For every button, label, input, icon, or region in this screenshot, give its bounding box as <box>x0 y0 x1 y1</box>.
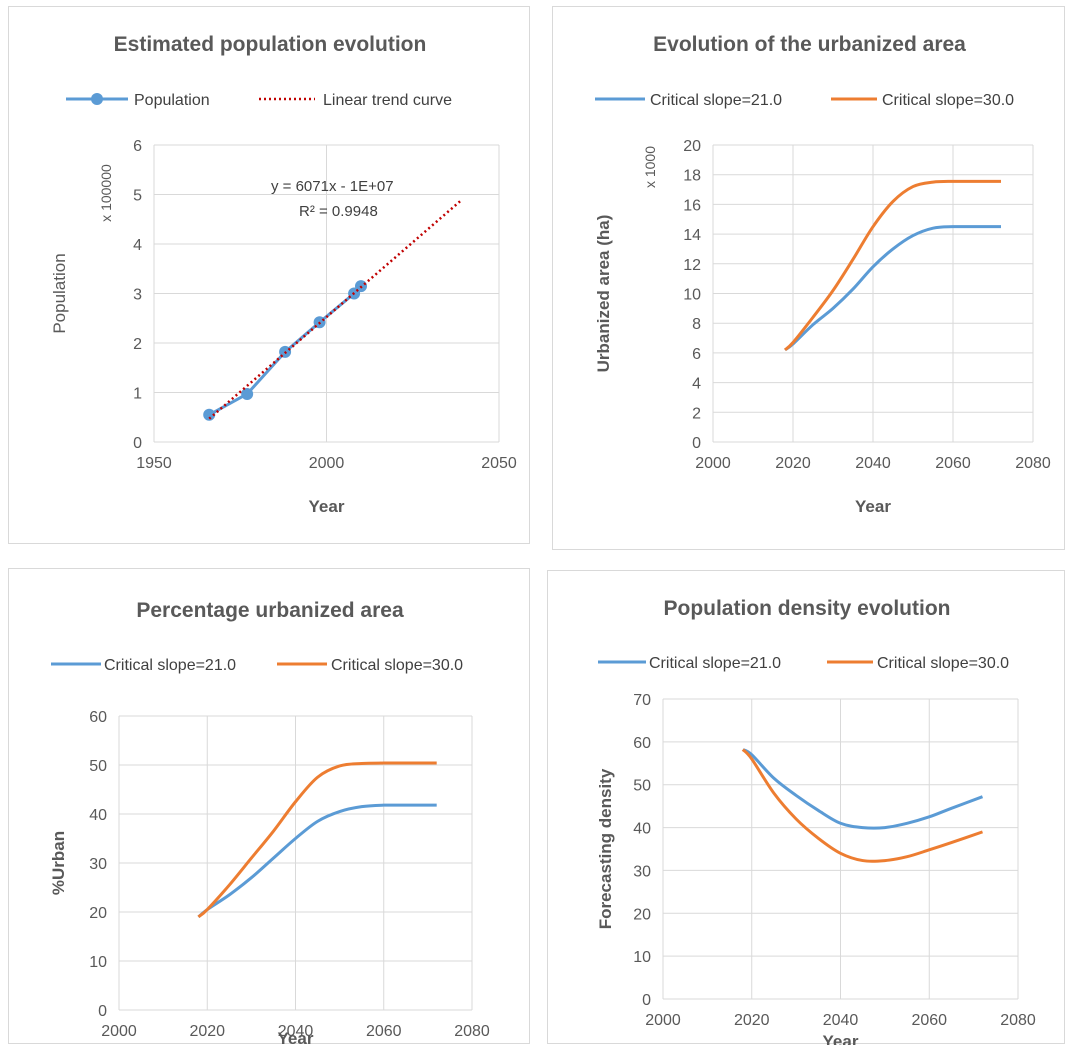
chart-title: Population density evolution <box>663 597 950 620</box>
legend-label: Critical slope=30.0 <box>331 657 463 674</box>
chart-panel-percentage-urban: Percentage urbanized area 2000 2020 2040 206… <box>8 568 530 1045</box>
y-axis-multiplier: x 1000 <box>642 146 658 188</box>
x-tick-label: 2020 <box>734 1012 770 1029</box>
legend-label: Critical slope=21.0 <box>650 92 782 109</box>
chart-title: Percentage urbanized area <box>136 599 404 622</box>
x-tick-label: 2000 <box>645 1012 681 1029</box>
y-tick-label: 0 <box>642 992 651 1009</box>
x-tick-label: 2000 <box>101 1023 137 1040</box>
y-axis-multiplier: x 100000 <box>98 164 114 222</box>
x-tick-label: 1950 <box>136 455 172 472</box>
y-tick-label: 60 <box>89 709 107 726</box>
y-axis-title: Urbanized area (ha) <box>594 215 613 373</box>
series-line-critical-slope-30-0 <box>741 748 983 863</box>
y-tick-label: 40 <box>89 807 107 824</box>
y-tick-label: 2 <box>692 405 701 422</box>
y-tick-label: 16 <box>683 197 701 214</box>
y-tick-label: 50 <box>633 778 651 795</box>
series-line-critical-slope-21-0 <box>742 748 984 830</box>
x-tick-label: 2050 <box>481 455 517 472</box>
y-tick-label: 18 <box>683 168 701 185</box>
x-tick-label: 2000 <box>695 455 731 472</box>
chart-panel-population: Estimated population evolution 1950 2000 20… <box>8 6 530 544</box>
legend-marker <box>91 93 103 105</box>
y-tick-label: 20 <box>633 906 651 923</box>
legend-label: Critical slope=21.0 <box>104 657 236 674</box>
series-line-critical-slope-21-0 <box>784 225 1001 352</box>
chart-panel-density: Population density evolution 2000 2020 2040… <box>547 570 1065 1045</box>
chart-title: Evolution of the urbanized area <box>653 33 966 56</box>
data-point-marker <box>203 408 216 421</box>
x-tick-label: 2020 <box>775 455 811 472</box>
x-tick-label: 2080 <box>1000 1012 1036 1029</box>
legend-label: Critical slope=30.0 <box>877 655 1009 672</box>
y-tick-label: 20 <box>89 905 107 922</box>
legend-label: Population <box>134 92 210 109</box>
series-line-critical-slope-21-0 <box>197 803 437 919</box>
y-tick-label: 4 <box>133 237 142 254</box>
legend-label: Linear trend curve <box>323 92 452 109</box>
y-tick-label: 1 <box>133 386 142 403</box>
y-tick-label: 0 <box>133 435 142 452</box>
y-tick-label: 10 <box>683 287 701 304</box>
y-tick-label: 70 <box>633 692 651 709</box>
y-tick-label: 30 <box>633 863 651 880</box>
y-tick-label: 50 <box>89 758 107 775</box>
data-point-marker <box>241 387 254 400</box>
x-axis-title: Year <box>823 1032 859 1045</box>
y-tick-label: 8 <box>692 316 701 333</box>
x-axis-title: Year <box>309 497 345 516</box>
y-axis-title: %Urban <box>49 831 68 895</box>
y-tick-label: 6 <box>133 138 142 155</box>
y-tick-label: 2 <box>133 336 142 353</box>
series-line-critical-slope-30-0 <box>783 179 1001 352</box>
x-axis-title: Year <box>278 1029 314 1045</box>
chart-panel-urbanized-area: Evolution of the urbanized area 2000 2020 2… <box>552 6 1065 550</box>
y-tick-label: 10 <box>633 949 651 966</box>
y-tick-label: 0 <box>98 1003 107 1020</box>
x-tick-label: 2080 <box>1015 455 1051 472</box>
x-tick-label: 2020 <box>189 1023 225 1040</box>
trend-r-squared: R² = 0.9948 <box>299 203 378 220</box>
x-tick-label: 2060 <box>911 1012 947 1029</box>
y-tick-label: 0 <box>692 435 701 452</box>
y-tick-label: 6 <box>692 346 701 363</box>
x-tick-label: 2000 <box>309 455 345 472</box>
trend-equation: y = 6071x - 1E+07 <box>271 178 394 195</box>
x-tick-label: 2060 <box>935 455 971 472</box>
x-tick-label: 2060 <box>366 1023 402 1040</box>
chart-title: Estimated population evolution <box>114 33 427 56</box>
y-tick-label: 5 <box>133 188 142 205</box>
y-tick-label: 60 <box>633 735 651 752</box>
series-line-trend <box>208 199 462 420</box>
y-tick-label: 3 <box>133 287 142 304</box>
y-tick-label: 4 <box>692 376 701 393</box>
legend-label: Critical slope=21.0 <box>649 655 781 672</box>
x-tick-label: 2040 <box>278 1023 314 1040</box>
y-tick-label: 30 <box>89 856 107 873</box>
y-tick-label: 12 <box>683 257 701 274</box>
y-axis-title: Forecasting density <box>596 768 615 929</box>
x-tick-label: 2040 <box>855 455 891 472</box>
series-line-critical-slope-30-0 <box>197 761 437 919</box>
x-tick-label: 2080 <box>454 1023 490 1040</box>
x-axis-title: Year <box>855 497 891 516</box>
legend-label: Critical slope=30.0 <box>882 92 1014 109</box>
y-tick-label: 10 <box>89 954 107 971</box>
y-tick-label: 14 <box>683 227 701 244</box>
y-axis-title: Population <box>50 253 69 333</box>
y-tick-label: 20 <box>683 138 701 155</box>
x-tick-label: 2040 <box>823 1012 859 1029</box>
y-tick-label: 40 <box>633 821 651 838</box>
